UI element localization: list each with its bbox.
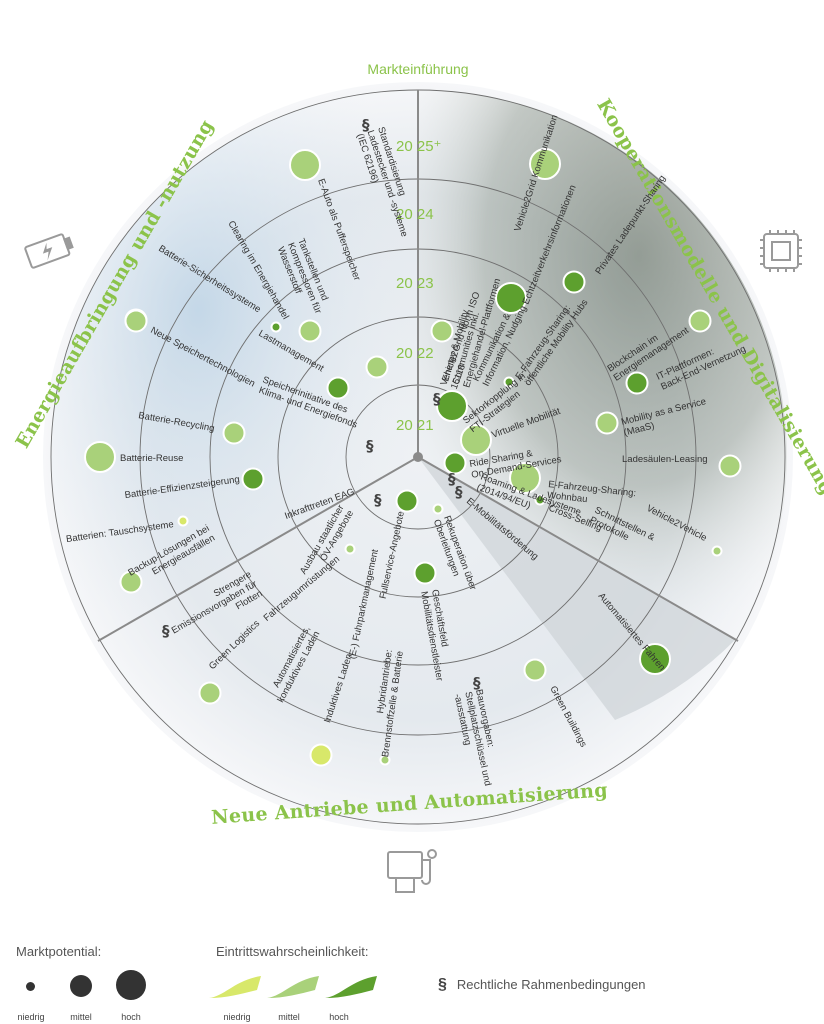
year-label-2023: 20 23 <box>396 275 434 292</box>
bubble <box>395 489 419 513</box>
battery-icon-bolt <box>42 242 53 261</box>
bubble <box>270 321 282 333</box>
legal-marker: § <box>473 674 481 692</box>
chip-icon-pins <box>760 230 802 272</box>
legend-probability-low: niedrig <box>223 1012 251 1022</box>
legal-marker: § <box>455 483 463 501</box>
bubble <box>503 376 515 388</box>
legend-potential-low: niedrig <box>17 1012 45 1022</box>
item-label: Ladesäulen-Leasing <box>622 454 708 465</box>
bubble <box>241 467 265 491</box>
bubble <box>529 148 561 180</box>
year-label-2022: 20 22 <box>396 345 434 362</box>
battery-icon <box>24 233 74 269</box>
technology-radar: 20 21 20 22 20 23 20 24 20 25⁺ Markteinf… <box>11 61 824 893</box>
item-label: Batterie-Reuse <box>120 453 183 464</box>
radar-background-photo-right <box>418 89 787 640</box>
legend-legal: § Rechtliche Rahmenbedingungen <box>438 976 646 994</box>
charging-station-icon-base <box>395 877 415 893</box>
bubble <box>365 355 389 379</box>
charging-station-icon-cable <box>421 859 431 885</box>
item-label-line: Ladesäulen-Leasing <box>622 454 708 465</box>
item-label-line: Batterie-Reuse <box>120 453 183 464</box>
bubble <box>379 754 391 766</box>
bubble <box>298 319 322 343</box>
legend-swatch-high <box>325 976 377 998</box>
bubble <box>84 441 116 473</box>
legend-dot-large <box>116 970 146 1000</box>
legend-legal-label: Rechtliche Rahmenbedingungen <box>456 977 646 992</box>
chip-icon-body <box>763 233 799 269</box>
bubble <box>177 515 189 527</box>
bubbles-layer <box>84 148 742 767</box>
bubble <box>124 309 148 333</box>
legend-probability-high: hoch <box>329 1012 349 1022</box>
top-label: Markteinführung <box>367 61 468 77</box>
legend-swatch-low <box>209 976 261 998</box>
battery-icon-terminal <box>63 236 74 251</box>
bubble <box>534 494 546 506</box>
legend-probability-mid: mittel <box>278 1012 300 1022</box>
bubble <box>222 421 246 445</box>
legal-marker: § <box>362 116 370 134</box>
chip-icon <box>760 230 802 272</box>
bubble <box>625 371 649 395</box>
legal-marker: § <box>433 390 441 408</box>
bubble <box>595 411 619 435</box>
legend-potential-high: hoch <box>121 1012 141 1022</box>
legal-marker: § <box>448 470 456 488</box>
legal-marker: § <box>374 491 382 509</box>
radar-center <box>413 452 423 462</box>
legal-markers-layer: §§§§§§§§ <box>162 116 481 692</box>
axis-left <box>97 456 419 642</box>
bubble <box>344 543 356 555</box>
sector-axes <box>97 90 739 642</box>
bubble <box>436 390 468 422</box>
chip-icon-core <box>771 241 791 261</box>
legend: Marktpotential: niedrig mittel hoch Eint… <box>0 930 824 1024</box>
legend-legal-symbol: § <box>438 976 447 993</box>
axis-right <box>417 456 739 642</box>
bubble <box>119 570 143 594</box>
bubble <box>523 658 547 682</box>
bubble <box>509 462 541 494</box>
bubble <box>562 270 586 294</box>
year-label-2024: 20 24 <box>396 206 434 223</box>
legend-dot-medium <box>70 975 92 997</box>
bubble <box>718 454 742 478</box>
bubble <box>198 681 222 705</box>
charging-station-icon-plug <box>427 849 437 859</box>
bubble <box>326 376 350 400</box>
radar-background-photo-left <box>51 90 418 640</box>
charging-station-icon-screen <box>387 851 423 879</box>
bubble <box>430 319 454 343</box>
legal-marker: § <box>366 437 374 455</box>
legal-marker: § <box>162 622 170 640</box>
bubble <box>495 282 527 314</box>
legend-dot-small <box>26 982 35 991</box>
legend-swatch-mid <box>267 976 319 998</box>
legend-potential-title: Marktpotential: <box>16 944 102 959</box>
legend-probability-title: Eintrittswahrscheinlichkeit: <box>216 944 369 959</box>
bubble <box>711 545 723 557</box>
bubble <box>443 451 467 475</box>
bubble <box>289 149 321 181</box>
bubble <box>413 561 437 585</box>
bubble <box>309 743 333 767</box>
bubble <box>639 643 671 675</box>
legend-probability-swatches <box>209 976 377 998</box>
bubble <box>460 424 492 456</box>
year-label-2025: 20 25⁺ <box>396 138 441 155</box>
year-label-2021: 20 21 <box>396 417 434 434</box>
bubble <box>432 503 444 515</box>
legend-potential-mid: mittel <box>70 1012 92 1022</box>
item-label-line: Wohnbau <box>547 490 588 505</box>
bubble <box>688 309 712 333</box>
charging-station-icon <box>387 849 437 893</box>
